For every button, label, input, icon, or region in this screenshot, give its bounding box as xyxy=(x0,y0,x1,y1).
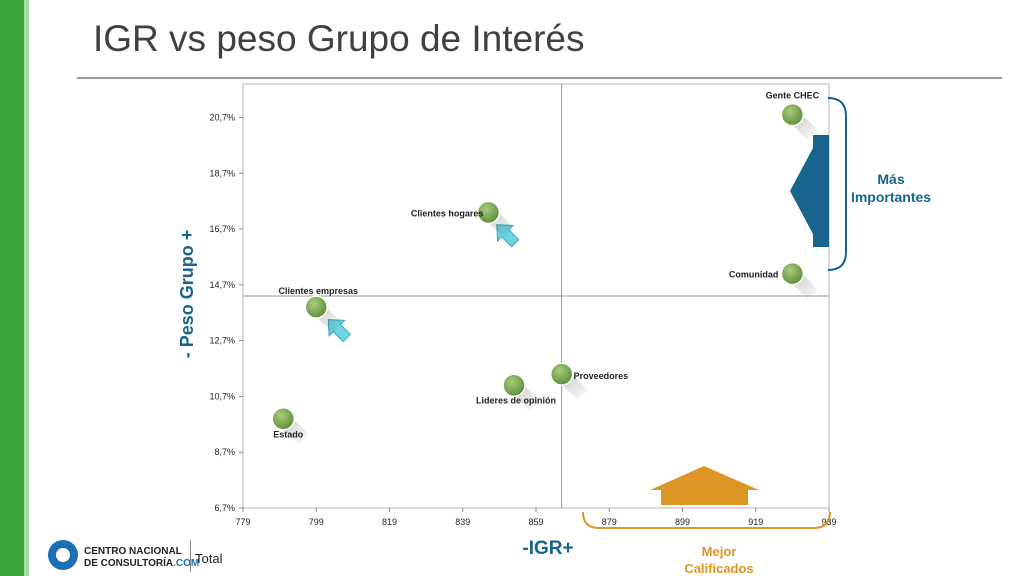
y-tick-label: 20,7% xyxy=(209,112,235,122)
x-tick-label: 839 xyxy=(455,517,470,527)
x-tick-label: 899 xyxy=(675,517,690,527)
footer-divider xyxy=(190,540,191,572)
bottom-bracket xyxy=(582,511,831,529)
x-tick-label: 779 xyxy=(235,517,250,527)
point-label: Comunidad xyxy=(729,270,779,280)
right-bracket xyxy=(827,97,847,271)
point-label: Proveedores xyxy=(574,371,629,381)
x-tick-label: 859 xyxy=(528,517,543,527)
logo-text-line1: CENTRO NACIONAL xyxy=(84,546,182,557)
title-divider xyxy=(77,77,1002,79)
x-tick-label: 879 xyxy=(602,517,617,527)
logo-text-main: DE CONSULTORÍA xyxy=(84,558,174,569)
logo-text-line2: DE CONSULTORÍA.COM xyxy=(84,558,199,569)
annotation-important-line1: Más xyxy=(877,171,904,187)
y-tick-label: 6,7% xyxy=(214,503,235,513)
data-point xyxy=(549,362,574,386)
point-label: Clientes hogares xyxy=(411,208,484,218)
point-label: Clientes empresas xyxy=(278,286,358,296)
x-tick-label: 919 xyxy=(748,517,763,527)
y-tick-label: 12,7% xyxy=(209,336,235,346)
annotation-important-line2: Importantes xyxy=(851,189,931,205)
left-arrow-icon xyxy=(790,135,829,247)
up-arrow-icon xyxy=(650,466,759,505)
accent-bar-light xyxy=(24,0,29,576)
y-axis-label: - Peso Grupo + xyxy=(177,230,197,359)
data-point xyxy=(304,295,328,319)
x-axis-label: -IGR+ xyxy=(522,538,573,559)
annotation-best-line1: Mejor xyxy=(702,544,737,559)
y-tick-label: 14,7% xyxy=(209,280,235,290)
x-tick-label: 799 xyxy=(309,517,324,527)
y-tick-label: 16,7% xyxy=(209,224,235,234)
data-point xyxy=(780,102,805,127)
logo-text-accent: .COM xyxy=(173,558,200,569)
accent-bar xyxy=(0,0,24,576)
point-label: Estado xyxy=(273,430,304,440)
data-point xyxy=(476,200,501,225)
data-point xyxy=(502,373,526,398)
data-point xyxy=(271,406,296,431)
footer-label: Total xyxy=(195,551,223,566)
point-label: Gente CHEC xyxy=(766,91,820,101)
y-tick-label: 18,7% xyxy=(209,168,235,178)
annotation-best-line2: Calificados xyxy=(684,561,753,576)
x-tick-label: 819 xyxy=(382,517,397,527)
y-tick-label: 10,7% xyxy=(209,391,235,401)
slide-title: IGR vs peso Grupo de Interés xyxy=(93,18,585,59)
x-tick-label: 939 xyxy=(821,517,836,527)
data-point xyxy=(780,261,805,286)
y-tick-label: 8,7% xyxy=(214,447,235,457)
logo-icon xyxy=(48,540,78,570)
point-label: Lideres de opinión xyxy=(476,395,556,405)
